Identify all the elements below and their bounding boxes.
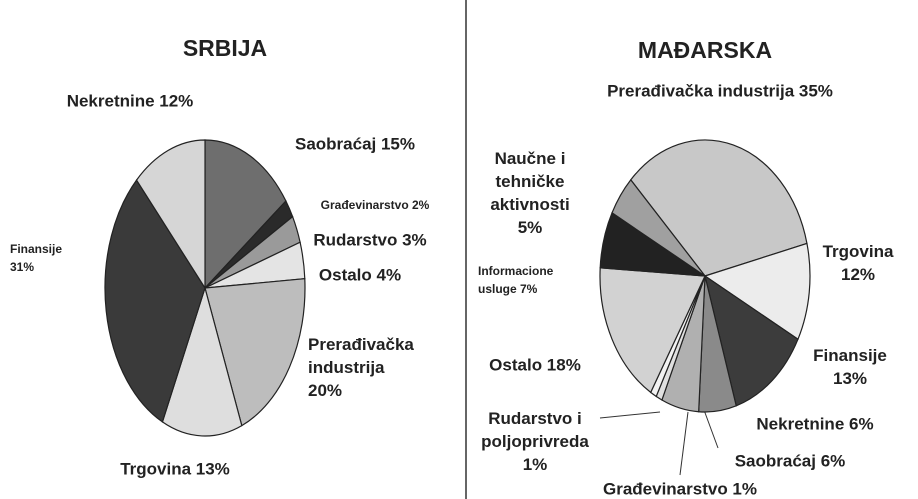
leader-line bbox=[599, 411, 661, 419]
chart-title: MAĐARSKA bbox=[638, 37, 772, 63]
leader-line bbox=[679, 411, 689, 476]
slice-label: Trgovina 12% bbox=[823, 242, 894, 284]
pie-slice bbox=[135, 139, 206, 291]
pie-slice bbox=[599, 267, 706, 394]
slice-label: Informacione usluge 7% bbox=[478, 264, 554, 296]
slice-label: Rudarstvo 3% bbox=[313, 230, 426, 249]
slice-label: Nekretnine 6% bbox=[756, 414, 873, 433]
pie-slice bbox=[204, 139, 287, 290]
slice-label: Trgovina 13% bbox=[120, 459, 230, 478]
slice-label: Saobraćaj 15% bbox=[295, 134, 415, 153]
pie-slice bbox=[611, 178, 706, 277]
slice-label: Naučne i tehničke aktivnosti 5% bbox=[490, 149, 569, 237]
pie-slice bbox=[629, 139, 808, 277]
pie-slice bbox=[161, 285, 243, 437]
slice-label: Finansije 31% bbox=[10, 242, 62, 274]
slice-label: Rudarstvo i poljoprivreda 1% bbox=[481, 409, 589, 474]
pie-slice bbox=[204, 278, 306, 427]
slice-label: Prerađivačka industrija 35% bbox=[607, 81, 833, 100]
slice-label: Finansije 13% bbox=[813, 346, 887, 388]
slice-label: Saobraćaj 6% bbox=[735, 451, 846, 470]
pie-slice bbox=[703, 242, 811, 341]
slice-label: Nekretnine 12% bbox=[67, 91, 194, 110]
slice-label: Građevinarstvo 2% bbox=[321, 198, 430, 212]
chart-title: SRBIJA bbox=[183, 35, 267, 61]
slice-label: Prerađivačka industrija 20% bbox=[308, 335, 414, 400]
pie-slice bbox=[704, 274, 799, 407]
slice-label: Građevinarstvo 1% bbox=[603, 479, 757, 498]
slice-label: Ostalo 4% bbox=[319, 265, 401, 284]
slice-label: Ostalo 18% bbox=[489, 355, 581, 374]
pie-slice bbox=[104, 179, 206, 423]
leader-line bbox=[703, 409, 719, 449]
